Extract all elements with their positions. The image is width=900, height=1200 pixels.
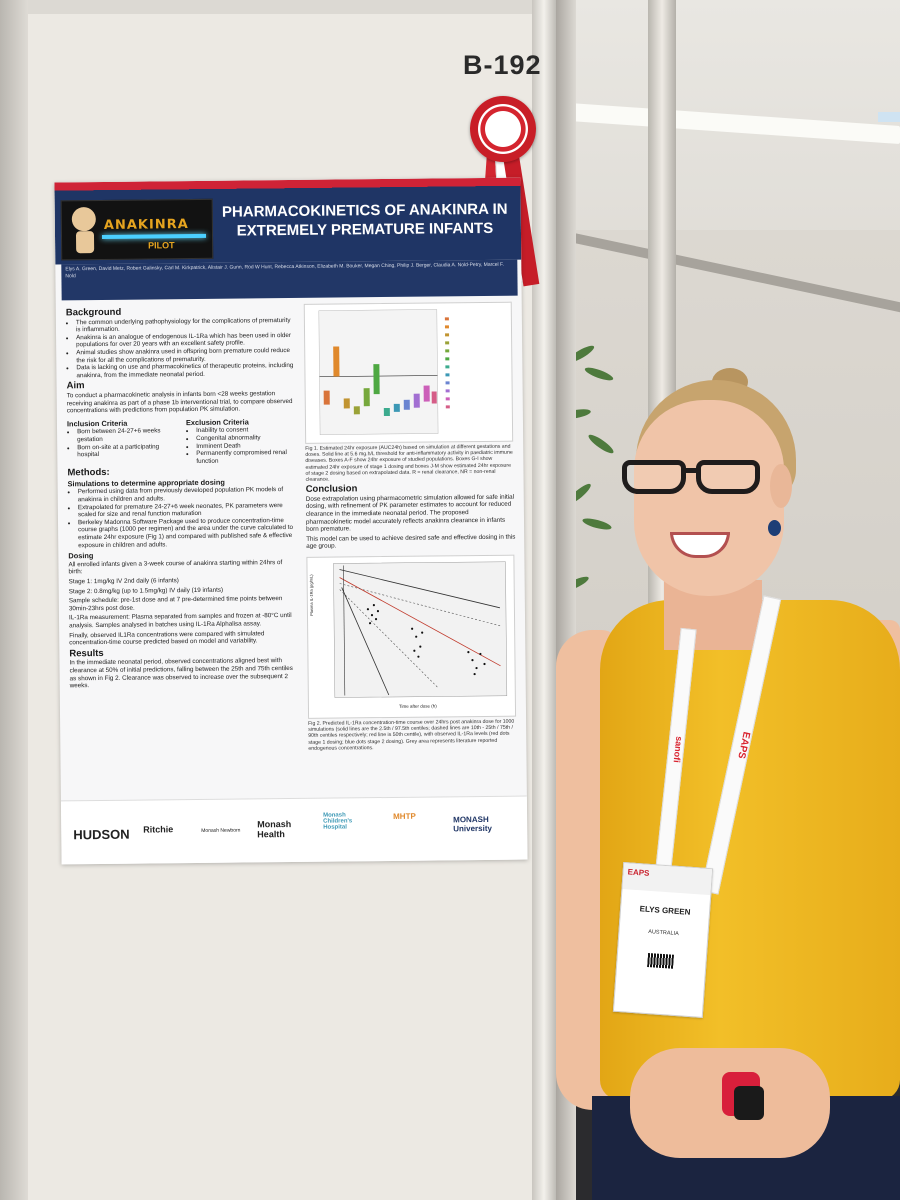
- badge-name: ELYS GREEN: [639, 904, 691, 917]
- aim-text: To conduct a pharmacokinetic analysis in…: [66, 390, 293, 415]
- conclusion-heading: Conclusion: [305, 483, 358, 496]
- face: [634, 400, 784, 596]
- research-poster: ANAKINRA PILOT PHARMACOKINETICS OF ANAKI…: [54, 177, 528, 865]
- boxplot-boxes: [323, 346, 437, 417]
- monash-university-logo: MONASH University: [453, 814, 492, 834]
- background-heading: Background: [65, 306, 122, 319]
- fig2-caption: Fig 2. Predicted IL-1Ra concentration-ti…: [308, 718, 515, 752]
- monash-newborn-logo: Monash Newborn: [201, 827, 241, 834]
- aim-heading: Aim: [66, 380, 85, 392]
- monash-health-logo: Monash Health: [257, 819, 292, 840]
- award-rosette: [470, 96, 536, 162]
- list-item: Born between 24-27+6 weeks gestation: [77, 428, 176, 444]
- glasses-icon: [622, 460, 778, 498]
- results-text: In the immediate neonatal period, observ…: [69, 657, 293, 690]
- dosing-stage1: Stage 1: 1mg/kg IV 2nd daily (6 infants): [68, 577, 179, 586]
- hudson-logo: HUDSON: [73, 826, 130, 843]
- mhtp-logo: MHTP: [393, 811, 416, 821]
- poster-right-column: Fig 1. Estimated 24hr exposure (AUC24h) …: [303, 301, 519, 752]
- anakinra-pilot-logo: ANAKINRA PILOT: [60, 198, 214, 261]
- results-heading: Results: [69, 647, 104, 660]
- poster-board-top-rail: [28, 0, 538, 14]
- poster-footer-logos: HUDSON Ritchie Monash Newborn Monash Hea…: [60, 795, 528, 865]
- poster-board-frame-left: [0, 0, 28, 1200]
- poster-header: ANAKINRA PILOT PHARMACOKINETICS OF ANAKI…: [54, 177, 522, 265]
- dosing-intro: All enrolled infants given a 3-week cour…: [68, 558, 283, 576]
- poster-title: PHARMACOKINETICS OF ANAKINRA IN EXTREMEL…: [221, 200, 508, 240]
- background-list: The common underlying pathophysiology fo…: [66, 317, 295, 380]
- barcode-icon: [647, 952, 674, 969]
- list-item: Data is lacking on use and pharmacokinet…: [76, 362, 294, 379]
- board-number: B-192: [463, 50, 542, 80]
- boxplot-legend: [444, 317, 450, 409]
- poster-authors: Elys A. Green, David Metz, Robert Galins…: [61, 259, 518, 301]
- earring: [768, 520, 781, 536]
- badge-org: EAPS: [622, 863, 713, 896]
- list-item: Born on-site at a participating hospital: [77, 443, 176, 459]
- methods-heading: Methods:: [67, 467, 110, 479]
- dosing-stage2: Stage 2: 0.8mg/kg (up to 1.5mg/kg) IV da…: [68, 586, 224, 595]
- conclusion-text: Dose extrapolation using pharmacometric …: [305, 493, 515, 534]
- list-item: Permanently compromised renal function: [196, 449, 295, 465]
- poster-board-frame-right: [532, 0, 556, 1200]
- ear: [770, 464, 792, 508]
- fig2-x-axis-label: Time after dose (h): [398, 703, 437, 709]
- monash-childrens-hospital-logo: Monash Children's Hospital: [323, 812, 353, 831]
- fig2-plot-svg: [333, 561, 508, 698]
- fig1-boxplot: [303, 301, 514, 444]
- inclusion-criteria: Inclusion Criteria Born between 24-27+6 …: [67, 416, 177, 467]
- fig2-concentration-plot: Plasma IL-1Ra (pg/mL) Time after dose (h…: [306, 554, 517, 719]
- fig1-caption: Fig 1. Estimated 24hr exposure (AUC24h) …: [305, 443, 513, 483]
- conclusion-text-2: This model can be used to achieve desire…: [306, 533, 516, 551]
- finally-text: Finally, observed IL1Ra concentrations w…: [69, 629, 265, 647]
- badge-country: AUSTRALIA: [648, 928, 679, 938]
- lightsaber-icon: [101, 233, 207, 239]
- logo-text: ANAKINRA: [103, 217, 189, 233]
- fig1-boxplot-svg: [318, 309, 450, 435]
- list-item: Berkeley Madonna Software Package used t…: [78, 517, 296, 550]
- baby-face-icon: [71, 207, 96, 232]
- logo-subtext: PILOT: [148, 240, 175, 251]
- poster-left-column: Background The common underlying pathoph…: [66, 304, 298, 692]
- presenter: sanofi EAPS EAPS ELYS GREEN AUSTRALIA: [556, 360, 900, 1200]
- name-badge: EAPS ELYS GREEN AUSTRALIA: [612, 862, 714, 1018]
- observed-points: [366, 604, 486, 676]
- ceiling-light-panel: [878, 112, 900, 122]
- smartwatch-icon: [734, 1086, 764, 1120]
- baby-body-icon: [75, 231, 95, 254]
- il1ra-measurement: IL-1Ra measurement: Plasma separated fro…: [68, 612, 292, 630]
- criteria: Inclusion Criteria Born between 24-27+6 …: [67, 415, 296, 467]
- ritchie-logo: Ritchie: [143, 824, 174, 835]
- fig2-y-axis-label: Plasma IL-1Ra (pg/mL): [308, 574, 314, 616]
- inclusion-heading: Inclusion Criteria: [66, 418, 128, 429]
- sample-schedule: Sample schedule: pre-1st dose and at 7 p…: [68, 595, 283, 613]
- exclusion-criteria: Exclusion Criteria Inability to consent …: [186, 415, 296, 466]
- exclusion-heading: Exclusion Criteria: [185, 417, 249, 427]
